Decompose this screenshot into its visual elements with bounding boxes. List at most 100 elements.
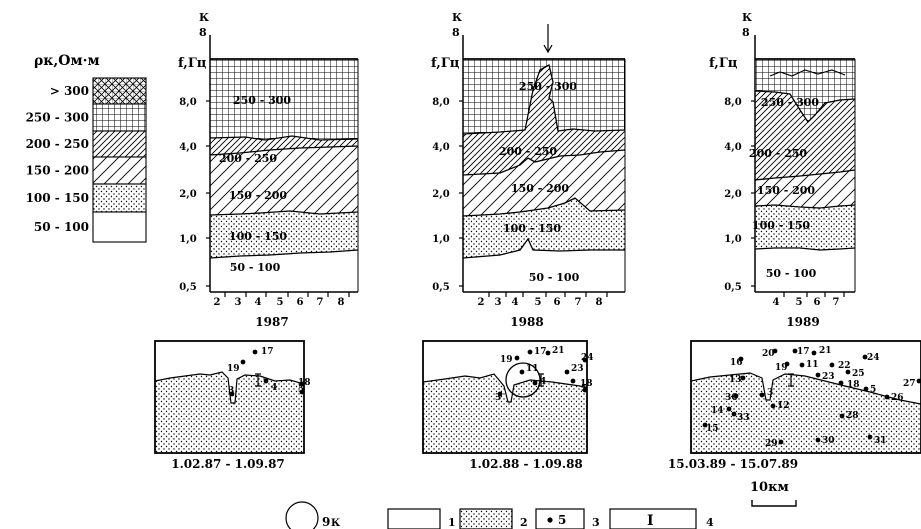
bottom-legend: 10км 9 К 1 2 5 3 I 4 [285,480,797,529]
station-point [759,392,765,398]
f-tick-label: 1,0 [724,234,741,245]
x-tick-label: 4 [255,297,262,308]
station-point [792,348,798,354]
band-label: 150 - 200 [757,184,815,197]
f-tick-label: 4,0 [179,142,196,153]
station-label: 16 [730,358,743,368]
legend-symbol-point-num: 3 [592,516,600,529]
band-dots [463,198,625,258]
f-tick-label: 2,0 [179,189,196,200]
station-label: 3 [767,388,773,398]
boundary-1 [209,145,359,156]
legend-symbol-circle: 9 К [285,501,340,529]
profile-marker [538,373,544,387]
panel-year: 1988 [510,315,543,329]
station-point [916,378,921,384]
band-label: 100 - 150 [229,230,287,243]
station-label: 17 [261,347,274,357]
station-label: 22 [838,361,851,371]
station-point [815,437,821,443]
dotted-region [423,374,587,453]
boundary-0 [462,64,626,135]
band-dots [755,205,855,250]
station-label: 26 [891,393,904,403]
x-tick-label: 6 [814,297,821,308]
band-label: 100 - 150 [752,219,810,232]
station-label: 3 [228,386,234,396]
legend-label: 100 - 150 [26,191,89,205]
period-label: 1.02.87 - 1.09.87 [171,457,285,471]
station-point [299,389,305,395]
band-label: 50 - 100 [766,267,817,280]
station-point [702,422,708,428]
legend-symbol-circle-suffix: К [331,518,340,529]
station-label: 12 [777,401,790,411]
band-blank [210,250,358,292]
legend-label: 250 - 300 [26,111,89,125]
band-hatch [210,146,358,215]
k-axis-value: 8 [452,26,460,39]
x-tick-label: 6 [297,297,304,308]
k-axis-label: К [742,11,752,24]
station-label: 23 [822,372,835,382]
station-label: 36 [725,393,738,403]
x-tick-label: 2 [214,297,221,308]
station-point [845,369,851,375]
boundary-3 [754,247,856,251]
station-label: 14 [711,406,724,416]
station-point [582,387,588,393]
station-point [778,439,784,445]
legend-symbol-blank-num: 1 [448,516,456,529]
boundary-0 [209,135,359,141]
x-tick-label: 7 [317,297,324,308]
band-grid [210,59,358,140]
scale-bar: 10км [750,480,797,507]
station-point [299,381,305,387]
station-label: 18 [847,380,860,390]
legend-symbol-marker: I 4 [609,508,714,529]
f-axis-label: f,Гц [431,56,460,71]
x-tick-label: 5 [796,297,803,308]
k-axis-label: К [452,11,462,24]
station-label: 18 [298,378,311,388]
period-label: 1.02.88 - 1.09.88 [469,457,583,471]
x-tick-label: 4 [512,297,519,308]
region-boundary [691,372,921,405]
band-label: 250 - 300 [519,80,577,93]
legend-symbol-circle-num: 9 [322,515,330,529]
band-label: 150 - 200 [511,182,569,195]
scale-label: 10км [750,480,789,495]
band-label: 200 - 250 [749,147,807,160]
boundary-1 [462,149,626,176]
station-point [829,362,835,368]
band-hatch [463,150,625,216]
station-point [252,349,258,355]
station-label: 24 [867,353,880,363]
station-point [884,394,890,400]
station-point [240,359,246,365]
legend-label: > 300 [50,84,89,98]
x-tick-label: 4 [773,297,780,308]
station-point [772,348,778,354]
legend-symbol-point: 5 3 [535,508,600,529]
band-blank [463,239,625,292]
station-label: 4 [271,383,277,393]
band-label: 200 - 250 [499,145,557,158]
legend-swatch-3 [92,156,147,185]
band-hatch [755,170,855,208]
station-point [738,356,744,362]
crosshatch-patch [769,69,846,77]
legend-symbol-dots: 2 [459,508,528,529]
station-label: 4 [540,377,546,387]
station-label: 20 [762,349,775,359]
station-point [815,372,821,378]
band-label: 100 - 150 [503,222,561,235]
f-tick-label: 8,0 [179,97,196,108]
legend-swatch-1 [92,103,147,132]
highlight-circle [505,362,541,398]
legend-label: 150 - 200 [26,164,89,178]
